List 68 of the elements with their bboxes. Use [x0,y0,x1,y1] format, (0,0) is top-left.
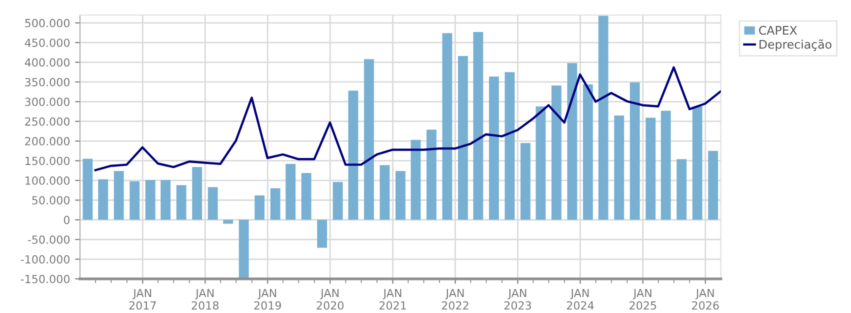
bar [317,220,328,248]
bar [238,220,249,279]
x-tick-label: JAN 2018 [192,288,219,310]
x-tick-label: JAN 2023 [504,288,531,310]
y-tick-label: 50.000 [32,196,70,204]
x-tick-label: JAN 2022 [442,288,468,310]
y-tick-label: 300.000 [25,98,70,106]
legend-label: CAPEX [759,26,798,35]
y-tick-label: 150.000 [26,156,70,166]
bar [82,158,93,220]
y-tick-label: 450.000 [24,38,70,47]
bar [223,220,234,224]
x-tick-label: JAN 2024 [566,288,594,310]
y-tick-label: 500.000 [25,18,70,28]
bar [286,164,296,220]
bar [426,130,436,220]
y-tick-label: -50.000 [28,235,70,244]
x-tick-label: JAN 2019 [254,288,281,310]
x-tick-label: JAN 2021 [379,288,406,310]
line-series [94,66,721,172]
bar [676,159,687,220]
y-tick-label: 400.000 [24,58,70,67]
bar [458,56,468,220]
bar [504,72,515,220]
y-tick-label: 100.000 [26,176,70,185]
bar [536,106,546,220]
bar [614,115,624,220]
x-tick-label: JAN 2025 [630,288,656,310]
bar [364,59,374,220]
bar [646,118,656,220]
bar [380,165,390,220]
bar [410,140,421,220]
y-tick-label: -150.000 [20,274,70,284]
bar [520,143,530,220]
bar [332,182,343,220]
bar [130,181,140,220]
legend-label: Depreciação [760,39,832,52]
bar [254,195,265,220]
bar [160,180,171,220]
bar [270,188,280,220]
y-tick-label: 350.000 [25,78,70,86]
y-tick-label: 250.000 [25,117,70,126]
bar [488,76,499,220]
x-tick-label: JAN 2020 [316,288,344,310]
bar [114,170,124,220]
bar [630,82,640,220]
bar [208,187,218,220]
bar [660,110,671,220]
bar [442,33,452,220]
x-tick-label: JAN 2026 [692,288,719,310]
bar [692,106,702,220]
y-tick-label: -100.000 [20,255,70,264]
bar [473,32,484,220]
bar [708,150,718,220]
bar [192,167,202,220]
x-tick-label: JAN 2017 [129,288,156,310]
bar [551,86,562,220]
bar [145,180,156,220]
bar [98,179,108,220]
bar [567,63,578,220]
bar [582,84,593,220]
bar [396,170,406,220]
bar [598,16,608,220]
y-tick-label: 200.000 [25,137,70,146]
bar [301,172,312,220]
y-tick-label: 0 [64,216,70,224]
bar [176,185,186,220]
bar [348,90,358,220]
